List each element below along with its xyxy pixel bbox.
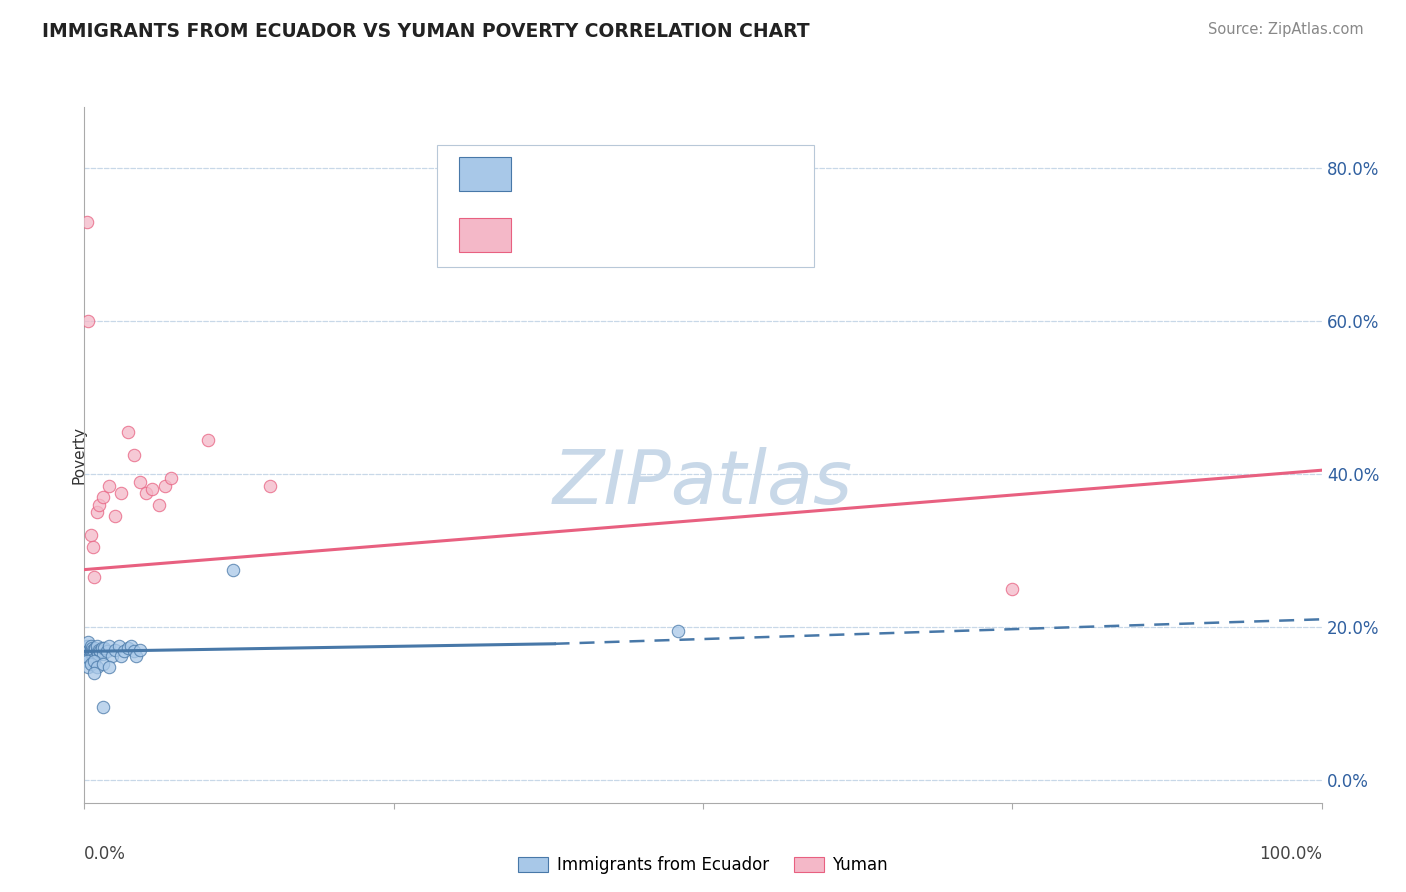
Point	[79, 528, 101, 542]
Point	[83, 652, 105, 666]
Point	[259, 478, 281, 492]
Point	[86, 505, 108, 519]
FancyBboxPatch shape	[460, 157, 512, 191]
Point	[160, 471, 183, 485]
Point	[129, 643, 152, 657]
Point	[83, 654, 105, 668]
Point	[87, 647, 110, 661]
Point	[89, 498, 111, 512]
Point	[110, 486, 132, 500]
Point	[82, 540, 104, 554]
Point	[77, 635, 100, 649]
Point	[79, 639, 101, 653]
Point	[117, 425, 139, 439]
Point	[77, 314, 100, 328]
Point	[91, 657, 114, 671]
Point	[79, 643, 101, 657]
Text: R = 0.070: R = 0.070	[526, 162, 616, 181]
Point	[80, 648, 103, 663]
Point	[91, 490, 114, 504]
Point	[104, 509, 127, 524]
Point	[86, 659, 108, 673]
Point	[83, 570, 105, 584]
Point	[98, 639, 121, 653]
Point	[76, 639, 98, 653]
Point	[222, 563, 245, 577]
Text: IMMIGRANTS FROM ECUADOR VS YUMAN POVERTY CORRELATION CHART: IMMIGRANTS FROM ECUADOR VS YUMAN POVERTY…	[42, 22, 810, 41]
Point	[153, 478, 176, 492]
Y-axis label: Poverty: Poverty	[72, 425, 86, 484]
Point	[148, 498, 170, 512]
Point	[89, 643, 111, 657]
Point	[79, 644, 101, 658]
Point	[112, 644, 135, 658]
Point	[122, 448, 145, 462]
Point	[98, 659, 121, 673]
Point	[83, 644, 105, 658]
Point	[76, 215, 98, 229]
Point	[93, 641, 115, 656]
Point	[80, 641, 103, 656]
Point	[141, 483, 163, 497]
Point	[89, 644, 111, 658]
Point	[91, 647, 114, 661]
Point	[83, 665, 105, 680]
Point	[110, 648, 132, 663]
Point	[86, 639, 108, 653]
Point	[125, 648, 148, 663]
Point	[77, 647, 100, 661]
Point	[98, 478, 121, 492]
Text: N = 22: N = 22	[682, 225, 745, 243]
Point	[135, 486, 157, 500]
Point	[90, 641, 112, 656]
Text: ZIPatlas: ZIPatlas	[553, 447, 853, 519]
Point	[91, 700, 114, 714]
Point	[108, 639, 131, 653]
Point	[79, 657, 101, 671]
Legend: Immigrants from Ecuador, Yuman: Immigrants from Ecuador, Yuman	[519, 856, 887, 874]
Point	[84, 641, 107, 656]
Point	[120, 639, 142, 653]
Point	[122, 644, 145, 658]
Point	[129, 475, 152, 489]
Text: N = 45: N = 45	[682, 162, 745, 181]
Point	[666, 624, 689, 638]
Point	[77, 659, 100, 673]
Point	[1001, 582, 1024, 596]
Point	[82, 648, 104, 663]
Point	[96, 644, 118, 658]
Text: 0.0%: 0.0%	[84, 845, 127, 863]
FancyBboxPatch shape	[437, 145, 814, 267]
Point	[79, 650, 101, 665]
Text: Source: ZipAtlas.com: Source: ZipAtlas.com	[1208, 22, 1364, 37]
Point	[82, 643, 104, 657]
Point	[197, 433, 219, 447]
Point	[86, 644, 108, 658]
Text: R = 0.285: R = 0.285	[526, 225, 616, 243]
Point	[76, 654, 98, 668]
Point	[100, 648, 122, 663]
FancyBboxPatch shape	[460, 219, 512, 252]
Point	[117, 641, 139, 656]
Point	[104, 643, 127, 657]
Text: 100.0%: 100.0%	[1258, 845, 1322, 863]
